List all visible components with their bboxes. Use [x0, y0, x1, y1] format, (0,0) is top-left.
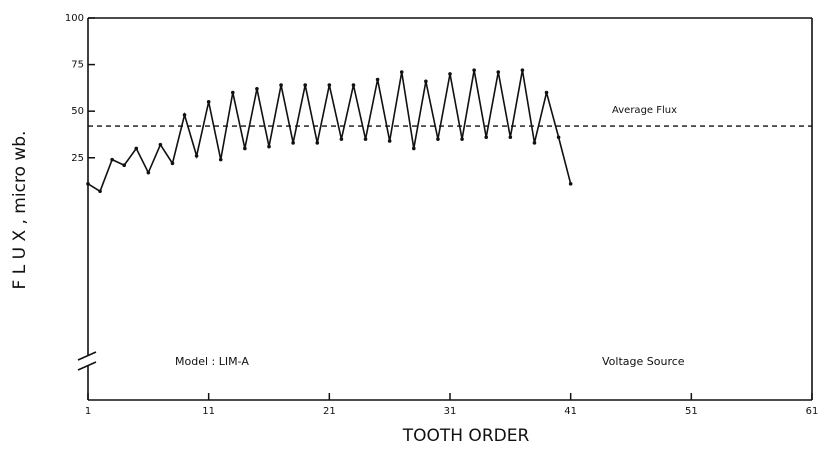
flux-point — [170, 161, 175, 166]
flux-point — [182, 113, 187, 117]
x-tick-label: 61 — [806, 406, 819, 417]
flux-point — [424, 79, 428, 84]
flux-point — [158, 142, 163, 147]
flux-point — [363, 137, 368, 141]
flux-point — [146, 170, 151, 175]
flux-point — [218, 157, 223, 162]
flux-point — [412, 146, 416, 151]
flux-line — [87, 70, 572, 193]
flux-point — [520, 68, 525, 72]
x-tick-label: 1 — [85, 406, 91, 417]
flux-point — [460, 137, 464, 141]
annotation: Voltage Source — [602, 355, 685, 368]
axis-break — [77, 351, 97, 361]
flux-point — [315, 141, 320, 145]
y-tick-label: 25 — [71, 153, 84, 164]
flux-point — [122, 163, 126, 168]
flux-point — [98, 189, 102, 194]
x-tick-label: 11 — [202, 406, 215, 417]
flux-point — [255, 87, 259, 91]
x-axis-label: TOOTH ORDER — [402, 426, 530, 446]
flux-point — [568, 182, 573, 186]
flux-point — [134, 146, 139, 151]
average-label: Average Flux — [612, 105, 677, 116]
axis-break-gap — [80, 356, 96, 366]
flux-point — [243, 146, 247, 151]
flux-point — [351, 83, 356, 87]
axis-break — [77, 361, 97, 371]
flux-point — [375, 77, 380, 82]
x-tick-label: 51 — [685, 406, 698, 417]
flux-point — [206, 100, 211, 104]
flux-point — [339, 137, 344, 141]
flux-point — [532, 141, 537, 145]
flux-point — [472, 68, 476, 72]
flux-point — [86, 182, 90, 186]
flux-point — [387, 139, 392, 143]
flux-point — [194, 154, 199, 158]
x-tick-label: 31 — [444, 406, 457, 417]
flux-point — [436, 137, 440, 141]
flux-point — [303, 83, 308, 87]
y-tick-label: 100 — [65, 13, 84, 24]
x-tick-label: 41 — [564, 406, 577, 417]
flux-point — [508, 135, 513, 140]
flux-point — [448, 72, 452, 76]
flux-point — [231, 90, 235, 95]
flux-point — [496, 70, 501, 74]
flux-point — [544, 90, 549, 95]
flux-point — [556, 135, 561, 140]
flux-point — [110, 157, 114, 162]
flux-point — [267, 144, 271, 149]
flux-point — [327, 83, 332, 87]
x-tick-label: 21 — [323, 406, 336, 417]
y-tick-label: 75 — [71, 60, 84, 71]
y-tick-label: 50 — [71, 106, 84, 117]
flux-point — [291, 141, 295, 145]
flux-point — [279, 83, 283, 87]
annotation: Model : LIM-A — [175, 355, 249, 368]
flux-point — [484, 135, 489, 140]
y-axis-label: F L U X , micro wb. — [10, 131, 30, 290]
flux-point — [399, 70, 404, 74]
